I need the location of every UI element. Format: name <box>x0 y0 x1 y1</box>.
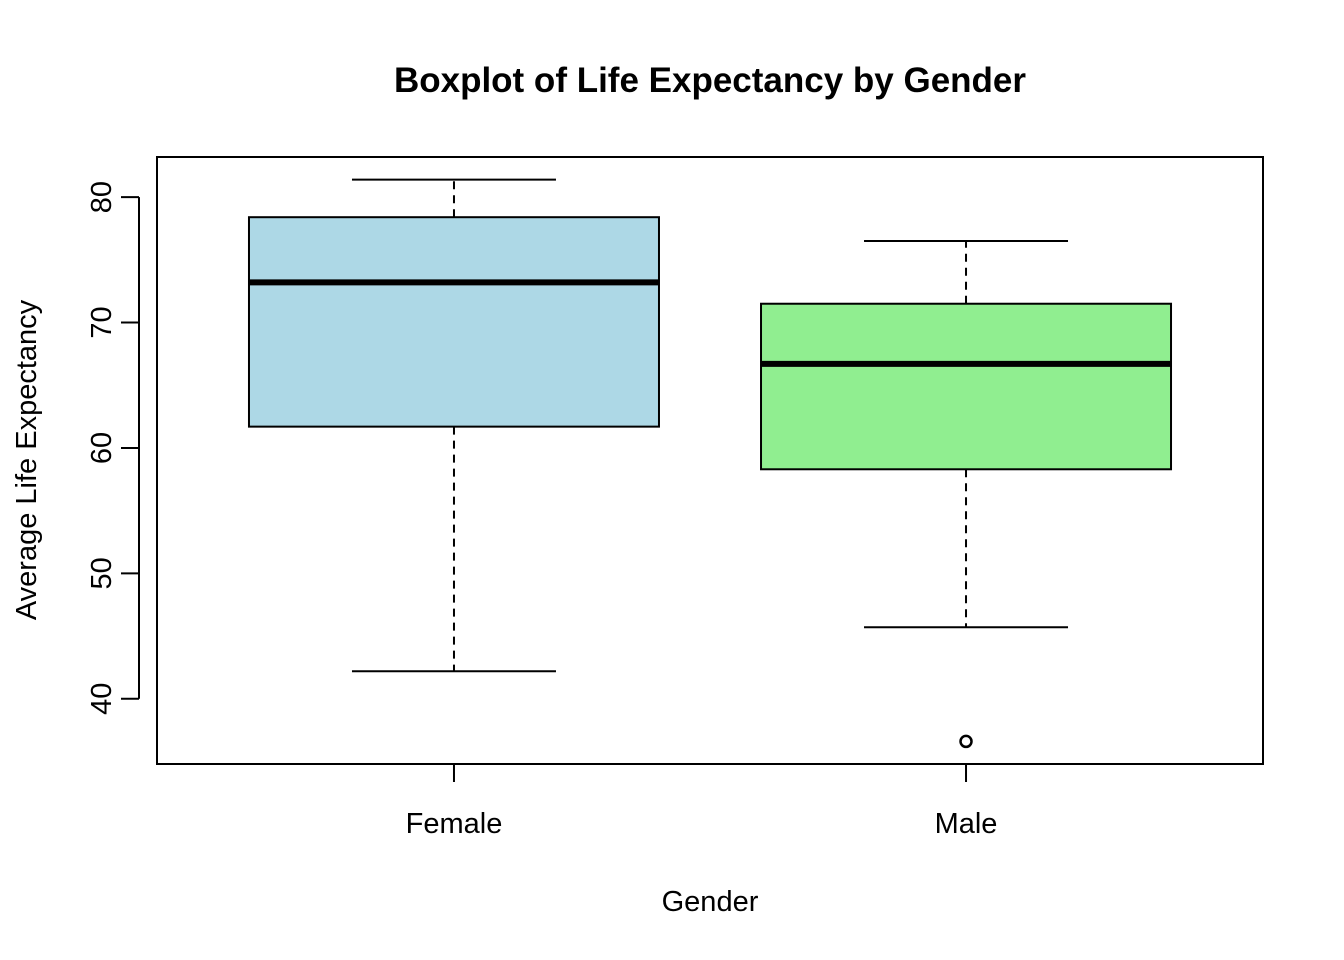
y-tick-label: 70 <box>86 306 118 338</box>
iqr-box <box>247 216 660 428</box>
y-axis: 40 50 60 70 80 <box>86 181 140 715</box>
outlier-point <box>959 734 973 749</box>
x-tick-label: Female <box>406 808 503 840</box>
y-tick-label: 50 <box>86 557 118 589</box>
plot-frame <box>156 156 1264 765</box>
boxes-group <box>247 178 1173 749</box>
y-tick-label: 40 <box>86 683 118 715</box>
box-male <box>760 240 1173 749</box>
x-axis-label: Gender <box>662 886 759 918</box>
chart-title: Boxplot of Life Expectancy by Gender <box>394 61 1026 100</box>
y-tick-label: 80 <box>86 181 118 213</box>
box-female <box>247 178 660 673</box>
y-tick-label: 60 <box>86 432 118 464</box>
x-tick-label: Male <box>935 808 998 840</box>
x-axis: Female Male <box>406 764 998 840</box>
y-axis-label: Average Life Expectancy <box>11 299 43 620</box>
iqr-box <box>760 302 1173 471</box>
